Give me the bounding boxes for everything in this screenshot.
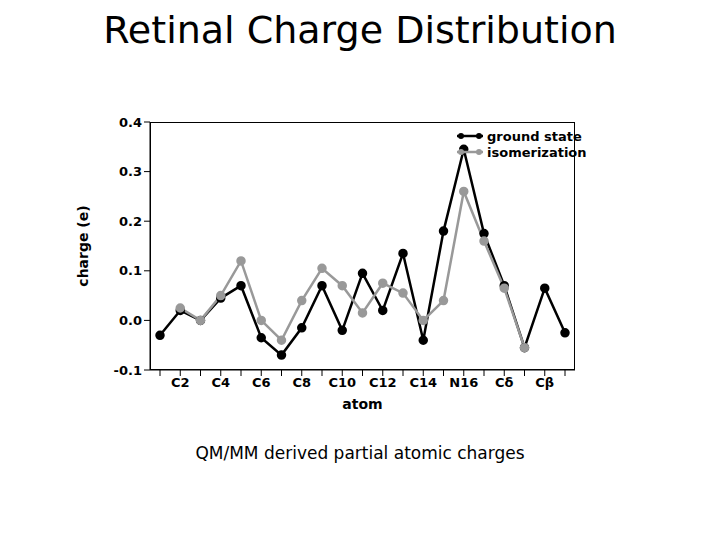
html-text:ground state: ground state xyxy=(487,128,582,144)
html-text:QM/MM derived partial atomic c: QM/MM derived partial atomic charges xyxy=(195,443,525,463)
svg-text:C12: C12 xyxy=(369,375,397,390)
html-text:charge (e): charge (e) xyxy=(75,205,91,287)
svg-text:C14: C14 xyxy=(409,375,437,390)
svg-text:C2: C2 xyxy=(171,375,190,390)
svg-text:0.0: 0.0 xyxy=(119,313,142,328)
svg-text:N16: N16 xyxy=(449,375,478,390)
svg-text:Cδ: Cδ xyxy=(495,375,514,390)
svg-text:0.3: 0.3 xyxy=(119,164,142,179)
svg-text:C8: C8 xyxy=(292,375,311,390)
html-text:atom: atom xyxy=(342,396,383,412)
svg-text:0.1: 0.1 xyxy=(119,263,142,278)
html-text:isomerization: isomerization xyxy=(487,144,587,160)
svg-text:0.4: 0.4 xyxy=(119,115,142,130)
html-text:Retinal Charge Distribution: Retinal Charge Distribution xyxy=(103,8,617,52)
svg-text:C6: C6 xyxy=(252,375,271,390)
svg-text:C4: C4 xyxy=(211,375,230,390)
svg-text:0.2: 0.2 xyxy=(119,214,142,229)
svg-text:C10: C10 xyxy=(328,375,356,390)
svg-text:Cβ: Cβ xyxy=(535,375,554,390)
svg-text:-0.1: -0.1 xyxy=(114,363,142,378)
